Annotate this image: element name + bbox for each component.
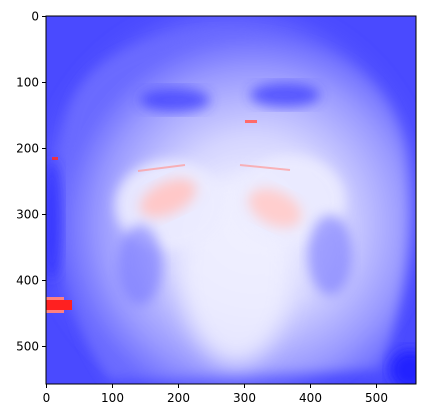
y-tick-label: 0 (31, 10, 39, 24)
x-tick-label: 200 (167, 391, 190, 405)
x-tick-label: 0 (43, 391, 51, 405)
x-tick-label: 400 (299, 391, 322, 405)
x-tick-label: 500 (365, 391, 388, 405)
y-tick-label: 100 (16, 76, 39, 90)
x-tick-label: 300 (233, 391, 256, 405)
y-axis: 0 100 200 300 400 500 (16, 10, 46, 354)
y-tick-label: 400 (16, 274, 39, 288)
heatmap-image (46, 16, 416, 384)
x-axis: 0 100 200 300 400 500 (43, 384, 388, 405)
y-tick-label: 200 (16, 142, 39, 156)
plot-frame (45, 15, 417, 385)
y-tick-label: 300 (16, 208, 39, 222)
y-tick-label: 500 (16, 340, 39, 354)
x-tick-label: 100 (101, 391, 124, 405)
